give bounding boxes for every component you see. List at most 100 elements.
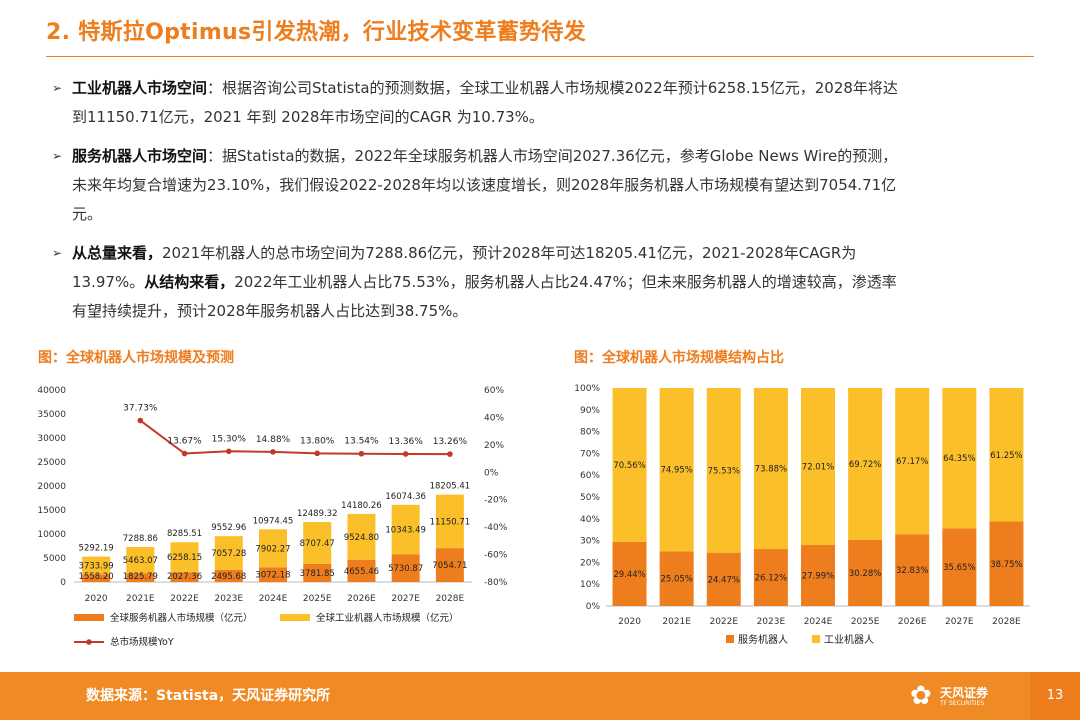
x-tick-label: 2028E <box>992 617 1021 627</box>
title-divider <box>46 56 1034 57</box>
x-tick-label: 2021E <box>662 617 691 627</box>
yoy-point <box>181 450 188 457</box>
page-title: 2. 特斯拉Optimus引发热潮，行业技术变革蓄势待发 <box>46 20 586 45</box>
yoy-label: 13.67% <box>167 437 202 447</box>
y-tick-label: 60% <box>580 471 600 481</box>
bullet-text: ：据Statista的数据，2022年全球服务机器人市场空间2027.36亿元，… <box>207 147 898 165</box>
bar-service-share <box>848 539 883 606</box>
chart2-title: 图：全球机器人市场规模结构占比 <box>574 350 784 366</box>
bullet-line: 有望持续提升，预计2028年服务机器人占比达到38.75%。 <box>72 297 1030 326</box>
arrow-bullet-icon: ➢ <box>52 149 63 163</box>
bar-industrial-share <box>612 388 647 542</box>
x-tick-label: 2020 <box>618 617 641 627</box>
bullet-text: 元。 <box>72 205 103 223</box>
bullet-total: ➢ 从总量来看，2021年机器人的总市场空间为7288.86亿元，预计2028年… <box>50 239 1030 326</box>
y-tick-label: 70% <box>580 449 600 459</box>
data-label-service-share: 26.12% <box>755 574 787 584</box>
bullet-heading: 从总量来看， <box>72 244 163 262</box>
bar-service-share <box>942 528 977 606</box>
y-tick-label: 40% <box>580 515 600 525</box>
flower-logo-icon: ✿ <box>910 681 932 711</box>
bar-industrial-share <box>753 388 788 550</box>
logo-name: 天风证券 <box>940 686 989 700</box>
y-tick-label: 50% <box>580 493 600 503</box>
yoy-label: 14.88% <box>256 435 291 445</box>
data-label-service-share: 32.83% <box>896 566 928 576</box>
x-tick-label: 2025E <box>851 617 880 627</box>
yoy-line <box>139 419 450 456</box>
legend-swatch-industrial <box>812 635 820 643</box>
data-label-industrial-share: 69.72% <box>849 460 881 470</box>
bar-service-share <box>753 549 788 606</box>
company-logo: ✿ 天风证券 TF SECURITIES <box>910 680 1000 712</box>
bar-service-share <box>659 551 694 606</box>
x-tick-label: 2024E <box>259 594 288 604</box>
bullet-service: ➢ 服务机器人市场空间：据Statista的数据，2022年全球服务机器人市场空… <box>50 142 1030 229</box>
bar-industrial-share <box>895 388 930 535</box>
x-tick-label: 2022E <box>709 617 738 627</box>
bullet-line: 元。 <box>72 200 1030 229</box>
data-label-total: 16074.36 <box>385 492 426 502</box>
data-label-industrial: 10343.49 <box>385 526 426 536</box>
y-tick-label: 40000 <box>37 386 66 396</box>
data-label-service: 5730.87 <box>388 564 423 574</box>
data-label-industrial-share: 74.95% <box>660 466 692 476</box>
market-share-chart: 0% 10% 20% 30% 40% 50% 60% 70% 80% 90% 100% 29.44% 7… <box>574 384 1030 646</box>
bar-service <box>259 567 287 582</box>
bar-industrial <box>126 547 155 574</box>
bar-industrial <box>391 504 420 555</box>
yoy-label: 13.36% <box>389 437 424 447</box>
yoy-label: 15.30% <box>212 434 247 444</box>
y2-tick-label: -40% <box>484 523 508 533</box>
bullet-line: 服务机器人市场空间：据Statista的数据，2022年全球服务机器人市场空间2… <box>72 142 1030 171</box>
bar-service <box>303 563 332 582</box>
bullet-text: 有望持续提升，预计2028年服务机器人占比达到38.75%。 <box>72 302 468 320</box>
legend-label-industrial: 全球工业机器人市场规模（亿元） <box>316 612 459 624</box>
data-label-total: 10974.45 <box>253 516 294 526</box>
bullet-text: 到11150.71亿元，2021 年到 2028年市场空间的CAGR 为10.7… <box>72 108 544 126</box>
x-tick-label: 2027E <box>391 594 420 604</box>
bar-industrial <box>435 494 464 549</box>
y-tick-label: 90% <box>580 406 600 416</box>
yoy-label: 37.73% <box>123 404 158 414</box>
data-label-total: 14180.26 <box>341 501 382 511</box>
x-tick-label: 2023E <box>757 617 786 627</box>
legend-swatch-service <box>726 635 734 643</box>
data-label-industrial-share: 73.88% <box>755 465 787 475</box>
arrow-bullet-icon: ➢ <box>52 246 63 260</box>
bar-industrial-share <box>848 388 883 540</box>
legend-marker-yoy <box>86 639 92 645</box>
legend-label-industrial: 工业机器人 <box>824 633 874 646</box>
chart2-container: 0% 10% 20% 30% 40% 50% 60% 70% 80% 90% 100% 29.44% 7… <box>566 376 1046 670</box>
y-tick-label: 25000 <box>37 458 66 468</box>
data-label-industrial: 7902.27 <box>255 544 290 554</box>
bullet-line: 到11150.71亿元，2021 年到 2028年市场空间的CAGR 为10.7… <box>72 103 1030 132</box>
yoy-point <box>137 417 144 424</box>
y-tick-label: 10% <box>580 580 600 590</box>
data-label-service-share: 30.28% <box>849 569 881 579</box>
bullet-text: 2021年机器人的总市场空间为7288.86亿元，预计2028年可达18205.… <box>162 244 857 262</box>
data-label-industrial-share: 61.25% <box>990 451 1022 461</box>
data-label-service: 7054.71 <box>432 561 467 571</box>
x-tick-label: 2021E <box>126 594 155 604</box>
bar-service <box>435 548 464 582</box>
bar-service-share <box>989 521 1024 606</box>
data-label-industrial: 7057.28 <box>211 549 246 559</box>
data-label-industrial-share: 72.01% <box>802 462 834 472</box>
bar-industrial <box>303 522 332 564</box>
y-tick-label: 30000 <box>37 434 66 444</box>
data-label-service-share: 27.99% <box>802 571 834 581</box>
y-tick-label: 15000 <box>37 506 66 516</box>
bar-industrial <box>170 542 199 573</box>
y2-tick-label: 60% <box>484 386 504 396</box>
y-tick-label: 0% <box>586 602 601 612</box>
bar-service-share <box>612 541 647 606</box>
data-label-service: 1558.20 <box>79 572 114 582</box>
legend-swatch-service <box>74 614 104 621</box>
logo-subtitle: TF SECURITIES <box>940 700 985 707</box>
data-label-service: 1825.79 <box>123 572 158 582</box>
data-label-total: 18205.41 <box>430 482 471 492</box>
data-label-service-share: 29.44% <box>613 570 645 580</box>
bar-service-share <box>801 544 835 606</box>
data-label-industrial-share: 75.53% <box>708 466 740 476</box>
